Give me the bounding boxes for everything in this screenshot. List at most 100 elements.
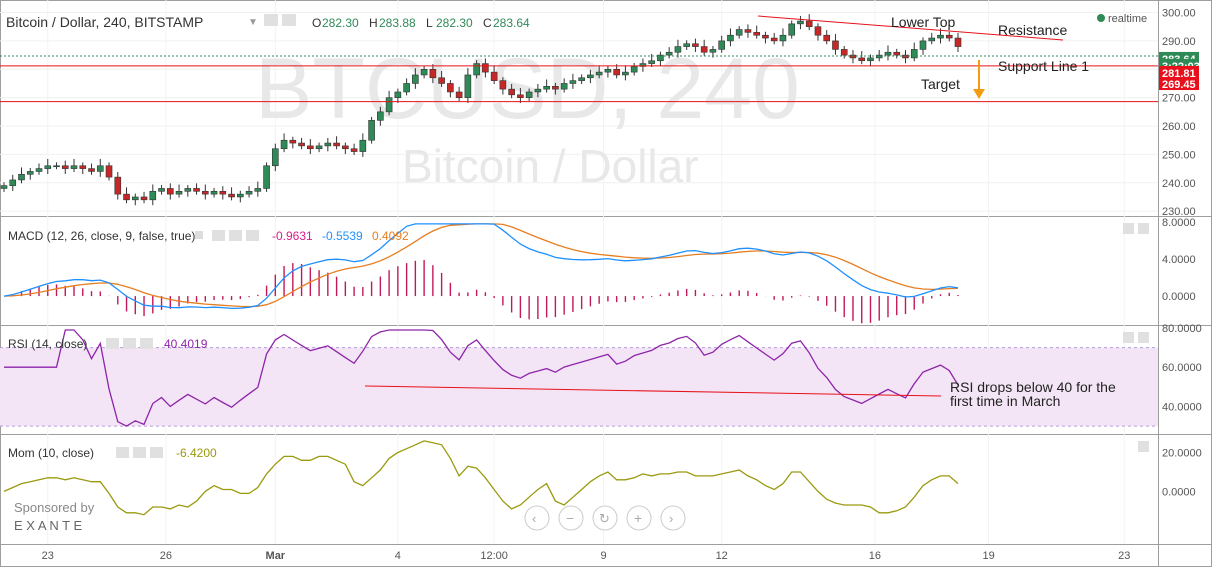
mom-gear-icon[interactable] xyxy=(133,447,146,458)
title-dropdown-icon[interactable]: ▼ xyxy=(248,17,258,28)
time-tick-label: 12:00 xyxy=(480,550,508,562)
mom-pane xyxy=(3,440,959,516)
candle-body xyxy=(945,34,953,39)
ohlc-value: 282.30 xyxy=(436,16,473,30)
reset-button[interactable] xyxy=(592,505,618,531)
mom-label[interactable]: Mom (10, close) xyxy=(8,446,94,460)
rsi-value: 40.4019 xyxy=(164,337,208,351)
candle-body xyxy=(114,176,122,195)
candle-body xyxy=(175,190,183,195)
candle-body xyxy=(315,145,323,150)
price-tick-label: 250.00 xyxy=(1162,149,1196,161)
zoom-in-button[interactable] xyxy=(626,505,652,531)
eye-icon[interactable] xyxy=(264,14,278,26)
macd-dropdown-icon[interactable] xyxy=(195,231,203,239)
sponsor-line1: Sponsored by xyxy=(14,500,95,515)
price-tick-label: 290.00 xyxy=(1162,36,1196,48)
chart-title[interactable]: Bitcoin / Dollar, 240, BITSTAMP xyxy=(6,14,203,30)
gear-icon[interactable] xyxy=(282,14,296,26)
macd-eye-icon[interactable] xyxy=(212,230,225,241)
candle-body xyxy=(709,49,717,53)
rsi-gear-icon[interactable] xyxy=(123,338,136,349)
ohlc-key: L xyxy=(426,16,433,30)
candle-body xyxy=(587,74,594,79)
candle-body xyxy=(350,148,358,152)
candle-body xyxy=(18,173,25,181)
candle-body xyxy=(368,120,375,141)
macd-pane-up-button[interactable] xyxy=(1123,223,1134,234)
candle-body xyxy=(517,94,524,98)
lower-top-label: Lower Top xyxy=(891,14,956,30)
sponsor-line2[interactable]: E X A N T E xyxy=(14,518,82,533)
mom-close-icon[interactable] xyxy=(150,447,163,458)
macd-label[interactable]: MACD (12, 26, close, 9, false, true) xyxy=(8,229,195,243)
candle-body xyxy=(280,139,288,150)
zoom-out-button[interactable] xyxy=(558,505,584,531)
candle-body xyxy=(954,37,962,47)
scroll-left-button[interactable] xyxy=(524,505,550,531)
candle-body xyxy=(228,193,235,198)
time-tick-label: 26 xyxy=(160,550,172,562)
candle-body xyxy=(79,165,87,169)
candle-body xyxy=(937,34,944,39)
ohlc-value: 282.30 xyxy=(322,16,359,30)
rsi-eye-icon[interactable] xyxy=(106,338,119,349)
rsi-close-icon[interactable] xyxy=(140,338,153,349)
candle-body xyxy=(44,165,52,169)
candle-body xyxy=(149,190,157,201)
watermark-symbol: BTCUSD, 240 xyxy=(255,41,800,137)
candle-body xyxy=(245,190,253,195)
candle-body xyxy=(166,188,174,195)
candle-body xyxy=(622,71,629,76)
mom-buttons xyxy=(116,447,163,458)
candle-body xyxy=(298,142,305,147)
candle-body xyxy=(158,188,165,192)
time-tick-label: 23 xyxy=(1118,550,1130,562)
candle-body xyxy=(578,77,585,81)
header-buttons xyxy=(264,14,296,26)
macd-pane-down-button[interactable] xyxy=(1138,223,1149,234)
indicator-tick-label: 80.0000 xyxy=(1162,323,1202,335)
candle-body xyxy=(237,193,244,198)
candle-body xyxy=(525,91,533,98)
ohlc-key: O xyxy=(312,16,321,30)
macd-close-icon[interactable] xyxy=(246,230,259,241)
candle-body xyxy=(105,165,113,178)
rsi-pane xyxy=(4,329,959,427)
candle-body xyxy=(744,29,752,33)
chart-navigation: ‹ − ↻ + › xyxy=(524,505,686,531)
rsi-pane-down-button[interactable] xyxy=(1138,332,1149,343)
candle-body xyxy=(333,142,340,147)
candle-body xyxy=(123,193,130,201)
watermark-name: Bitcoin / Dollar xyxy=(402,140,699,192)
candle-body xyxy=(26,171,34,175)
resistance-trendline xyxy=(757,15,1064,41)
candle-body xyxy=(88,168,95,172)
candle-body xyxy=(385,97,393,113)
candle-body xyxy=(96,165,104,172)
macd-gear-icon[interactable] xyxy=(229,230,242,241)
candle-body xyxy=(272,148,279,167)
candle-body xyxy=(613,68,620,76)
indicator-tick-label: 0.0000 xyxy=(1162,291,1196,303)
rsi-pane-up-button[interactable] xyxy=(1123,332,1134,343)
chevron-left-icon: ‹ xyxy=(532,511,536,526)
scroll-right-button[interactable] xyxy=(660,505,686,531)
candle-body xyxy=(9,179,17,186)
time-tick-label: 23 xyxy=(42,550,54,562)
candle-body xyxy=(342,145,349,150)
candle-body xyxy=(464,74,472,98)
candle-body xyxy=(762,34,769,39)
candle-body xyxy=(70,165,78,169)
mom-pane-up-button[interactable] xyxy=(1138,441,1149,452)
mom-eye-icon[interactable] xyxy=(116,447,129,458)
candle-body xyxy=(219,190,227,195)
candle-body xyxy=(648,60,655,64)
rsi-label[interactable]: RSI (14, close) xyxy=(8,337,87,351)
indicator-tick-label: 4.0000 xyxy=(1162,254,1196,266)
macd-values: -0.9631 -0.5539 0.4092 xyxy=(272,229,409,243)
indicator-axes: 8.0000 4.0000 0.0000 80.0000 60.0000 40.0000 2… xyxy=(1162,217,1202,498)
time-tick-label: Mar xyxy=(266,550,286,562)
candle-body xyxy=(202,190,209,195)
